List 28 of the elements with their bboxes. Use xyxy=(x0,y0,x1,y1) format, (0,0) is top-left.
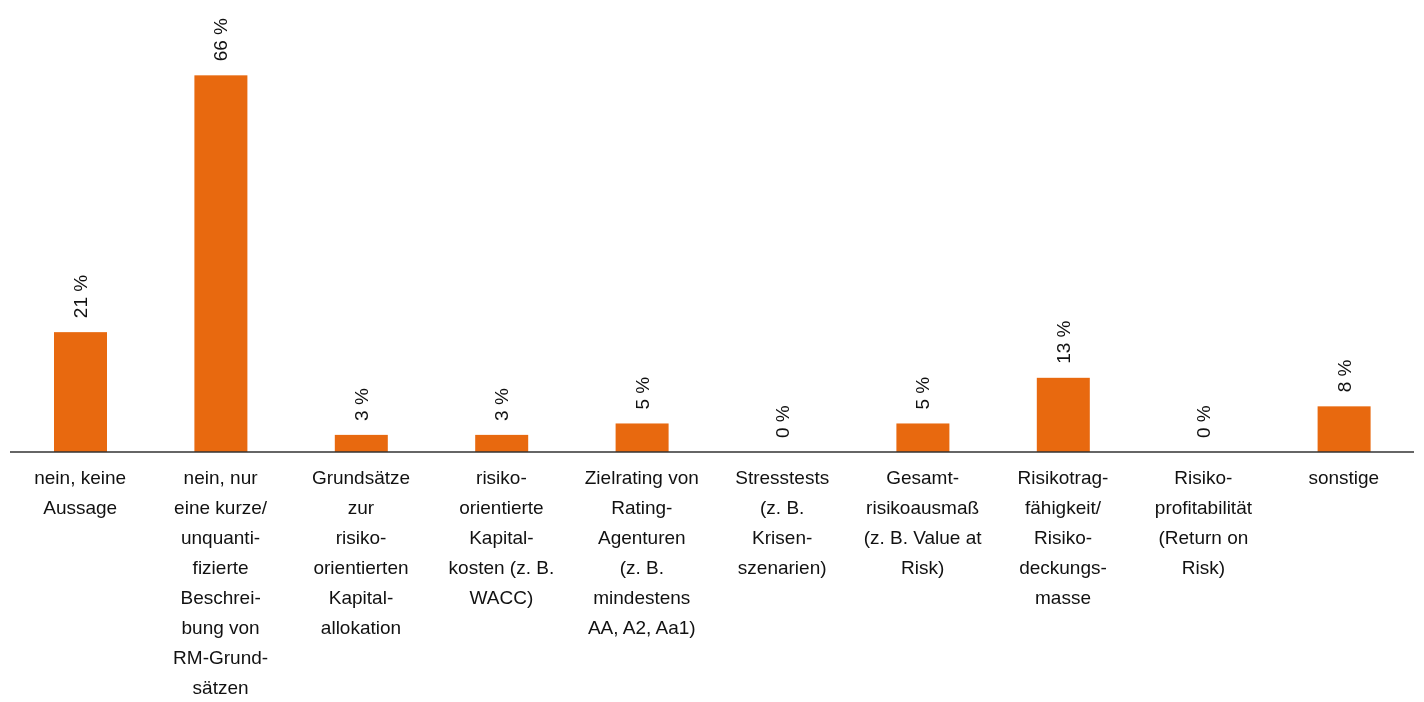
bar xyxy=(334,434,388,452)
x-tick-label: Risikotrag- fähigkeit/ Risiko- deckungs- masse xyxy=(1017,467,1109,608)
x-tick-label: sonstige xyxy=(1308,467,1380,488)
x-tick-label: risiko- orientierte Kapital- kosten (z. B. WACC) xyxy=(448,467,555,608)
x-tick-label: Gesamt- risikoausmaß (z. B. Value at Risk) xyxy=(863,467,983,578)
bar xyxy=(194,75,248,452)
data-label: 0 % xyxy=(772,405,793,438)
x-tick-label: Zielrating von Rating- Agenturen (z. B. mindestens AA, A2, Aa1) xyxy=(584,467,699,638)
bar xyxy=(54,332,107,452)
data-label: 21 % xyxy=(70,274,91,319)
data-label: 0 % xyxy=(1193,405,1215,438)
data-label: 3 % xyxy=(350,388,372,421)
x-tick-label: Risiko- profitabilität (Return on Risk) xyxy=(1154,467,1253,578)
x-tick-label: nein, nur eine kurze/ unquanti- fizierte Beschrei- bung von RM-Grund- sätzen xyxy=(173,467,269,698)
x-tick-label: Grundsätze zur risiko- orientierten Kapital- allokation xyxy=(311,467,411,638)
bar xyxy=(1317,406,1371,452)
bar xyxy=(615,423,669,452)
bar xyxy=(475,434,529,452)
data-label: 3 % xyxy=(491,388,513,421)
x-tick-label: Stresstests (z. B. Krisen- szenarien) xyxy=(735,467,830,578)
data-label: 8 % xyxy=(1333,359,1355,393)
data-label: 5 % xyxy=(631,376,653,410)
bar xyxy=(1036,377,1090,452)
data-label: 13 % xyxy=(1052,320,1074,364)
bar xyxy=(896,423,950,452)
data-label: 5 % xyxy=(912,376,934,410)
data-label: 66 % xyxy=(210,17,232,62)
x-tick-label: nein, keine Aussage xyxy=(34,467,127,518)
